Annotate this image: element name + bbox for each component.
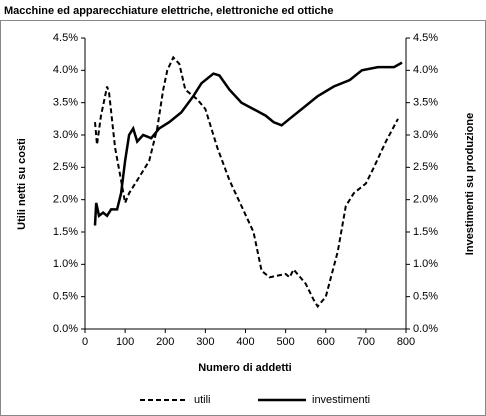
chart-title: Macchine ed apparecchiature elettriche, …	[4, 5, 334, 17]
x-tick-label: 600	[317, 336, 335, 348]
chart-frame	[0, 20, 486, 416]
x-tick-label: 700	[357, 336, 375, 348]
series-line	[94, 55, 399, 309]
y2-axis-label: Investimenti su produzione	[464, 113, 476, 255]
y-tick-label: 1.5%	[53, 226, 78, 238]
y2-tick-label: 3.0%	[413, 129, 438, 141]
y2-tick-label: 1.5%	[413, 226, 438, 238]
y2-tick-label: 1.0%	[413, 258, 438, 270]
y-axis-label: Utili netti su costi	[16, 138, 28, 230]
y-tick-label: 0.0%	[53, 323, 78, 335]
y-tick-label: 3.0%	[53, 129, 78, 141]
x-tick-label: 800	[397, 336, 415, 348]
x-tick-label: 100	[116, 336, 134, 348]
y-tick-label: 1.0%	[53, 258, 78, 270]
x-tick-label: 0	[82, 336, 88, 348]
y2-tick-label: 3.5%	[413, 97, 438, 109]
y-tick-label: 2.5%	[53, 161, 78, 173]
x-axis-label: Numero di addetti	[198, 362, 292, 374]
y2-tick-label: 0.0%	[413, 323, 438, 335]
y-tick-label: 2.0%	[53, 194, 78, 206]
series-line	[93, 61, 403, 226]
x-tick-label: 500	[276, 336, 294, 348]
y2-tick-label: 4.5%	[413, 32, 438, 44]
x-tick-label: 400	[236, 336, 254, 348]
x-tick-label: 200	[156, 336, 174, 348]
y-tick-label: 4.5%	[53, 32, 78, 44]
y-tick-label: 3.5%	[53, 97, 78, 109]
y-tick-label: 4.0%	[53, 64, 78, 76]
y2-tick-label: 4.0%	[413, 64, 438, 76]
y2-tick-label: 0.5%	[413, 291, 438, 303]
y-tick-label: 0.5%	[53, 291, 78, 303]
legend-label: utili	[194, 394, 211, 406]
x-tick-label: 300	[196, 336, 214, 348]
y2-tick-label: 2.5%	[413, 161, 438, 173]
legend-label: investimenti	[312, 394, 370, 406]
y2-tick-label: 2.0%	[413, 194, 438, 206]
